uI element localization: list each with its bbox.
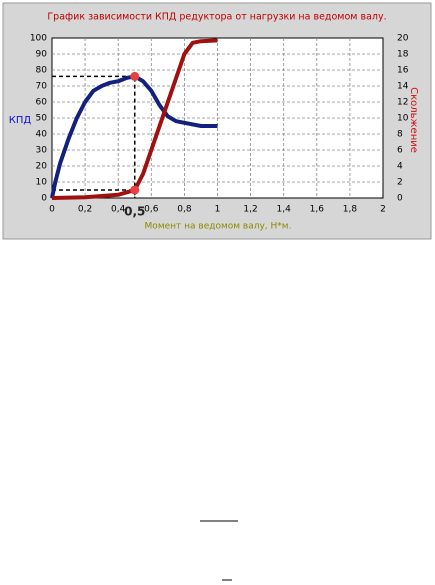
x-tick-label: 1,6 (310, 205, 325, 215)
x-tick-label: 1,8 (343, 205, 358, 215)
y2-tick-label: 10 (397, 114, 409, 124)
y-tick-label: 50 (36, 114, 48, 124)
chart-title: График зависимости КПД редуктора от нагр… (47, 12, 386, 23)
x-tick-label: 0 (49, 205, 55, 215)
x-tick-label: 0,6 (144, 205, 159, 215)
guide-line (52, 75, 136, 198)
highlight-point (130, 71, 140, 81)
y-tick-label: 20 (36, 162, 48, 172)
y-tick-label: 70 (36, 82, 48, 92)
x-tick-label: 2 (380, 205, 386, 215)
y2-tick-label: 6 (397, 146, 403, 156)
annotation: 0,5 (124, 205, 145, 219)
y-tick-label: 60 (36, 98, 48, 108)
highlight-point (130, 185, 140, 195)
x-tick-label: 0,2 (78, 205, 92, 215)
y2-tick-label: 12 (397, 98, 408, 108)
y2-tick-label: 20 (397, 34, 409, 44)
x-tick-label: 0,8 (177, 205, 192, 215)
y2-tick-label: 14 (397, 82, 409, 92)
y2-tick-label: 4 (397, 162, 403, 172)
y-tick-label: 90 (36, 50, 48, 60)
y2-axis-label: Скольжение (408, 87, 419, 153)
y-tick-label: 10 (36, 178, 48, 188)
y-tick-label: 80 (36, 66, 48, 76)
y-tick-label: 40 (36, 130, 48, 140)
y2-tick-label: 18 (397, 50, 409, 60)
y2-tick-label: 16 (397, 66, 409, 76)
y-tick-label: 0 (41, 194, 47, 204)
y-axis-label: КПД (9, 115, 32, 126)
x-tick-label: 1,4 (277, 205, 292, 215)
y2-tick-label: 8 (397, 130, 403, 140)
y-tick-label: 100 (30, 34, 47, 44)
x-tick-label: 1 (215, 205, 221, 215)
y2-tick-label: 0 (397, 194, 403, 204)
x-axis-label: Момент на ведомом валу, Н*м. (145, 222, 292, 232)
x-tick-label: 0,4 (111, 205, 126, 215)
y-tick-label: 30 (36, 146, 48, 156)
series-line (51, 38, 218, 200)
x-tick-label: 1,2 (243, 205, 257, 215)
y2-tick-label: 2 (397, 178, 403, 188)
series-line (50, 74, 218, 199)
